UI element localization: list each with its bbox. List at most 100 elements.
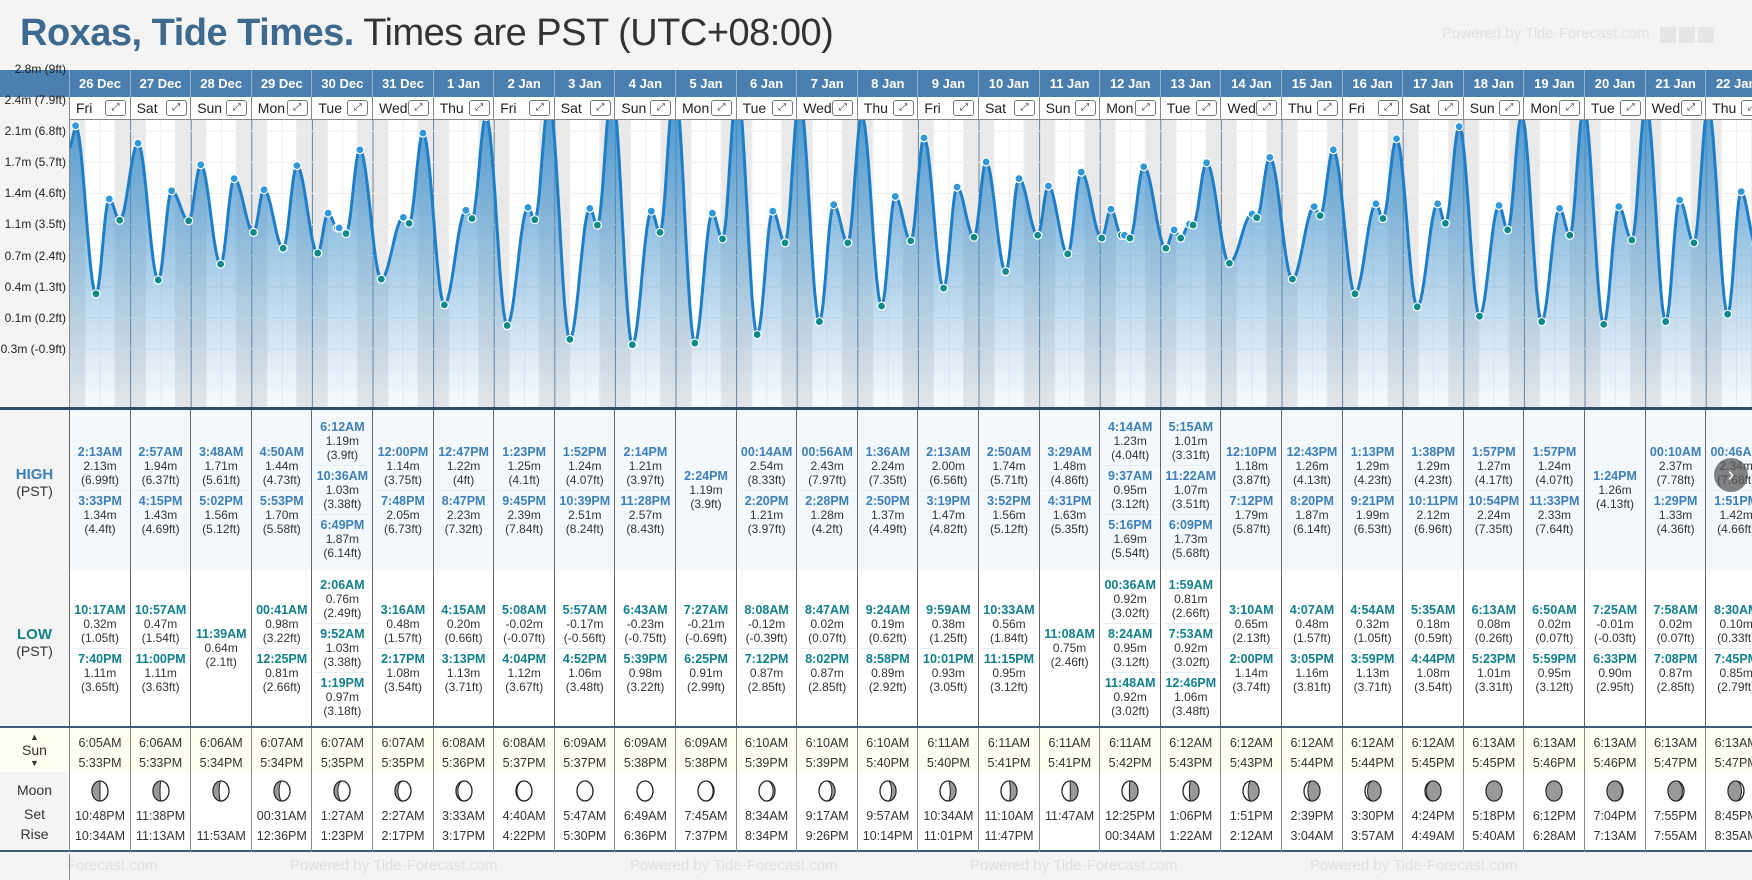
date-header[interactable]: 26 Dec [69, 70, 130, 97]
expand-icon[interactable]: ⤢ [1317, 100, 1338, 116]
date-header[interactable]: 3 Jan [553, 70, 615, 97]
date-header[interactable]: 1 Jan [432, 70, 494, 97]
powered-by-footer-text[interactable]: Powered by Tide-Forecast.com [70, 857, 158, 874]
expand-icon[interactable]: ⤢ [408, 100, 429, 116]
expand-icon[interactable]: ⤢ [650, 100, 672, 116]
low-tide-event: 7:25AM -0.01m (-0.03ft) [1588, 600, 1642, 649]
tide-height-m: 1.14m [1234, 665, 1269, 680]
tide-height-ft: (3.75ft) [383, 472, 422, 487]
powered-by-footer-text[interactable]: Powered by Tide-Forecast.com [290, 857, 498, 874]
expand-icon[interactable]: ⤢ [1620, 100, 1641, 116]
low-tide-event: 11:15PM 0.95m (3.12ft) [982, 649, 1036, 697]
tide-height-ft: (6.37ft) [141, 472, 180, 487]
high-tide-point [829, 200, 839, 210]
expand-icon[interactable]: ⤢ [468, 100, 490, 116]
date-header[interactable]: 14 Jan [1220, 70, 1281, 97]
tide-time: 11:00PM [135, 651, 186, 666]
moonrise-time: 5:40AM [1472, 829, 1516, 843]
high-tide-event: 1:13PM 1.29m (4.23ft) [1345, 442, 1400, 491]
tide-height-m: 0.92m [1113, 592, 1147, 606]
tide-height-ft: (3.71ft) [1353, 679, 1392, 694]
date-header[interactable]: 10 Jan [978, 70, 1039, 97]
expand-icon[interactable]: ⤢ [711, 100, 732, 116]
tide-height-ft: (7.78ft) [1656, 472, 1695, 487]
expand-icon[interactable]: ⤢ [953, 100, 975, 116]
expand-icon[interactable]: ⤢ [286, 100, 308, 116]
tide-time: 2:13AM [77, 444, 123, 459]
tide-height-ft: (3.71ft) [444, 679, 483, 694]
date-header[interactable]: 21 Jan [1644, 70, 1706, 97]
date-header[interactable]: 30 Dec [311, 70, 372, 97]
date-header[interactable]: 18 Jan [1462, 70, 1524, 97]
date-header[interactable]: 8 Jan [856, 70, 918, 97]
moonset-time: 12:25PM [1105, 809, 1156, 823]
date-header[interactable]: 2 Jan [493, 70, 554, 97]
date-header[interactable]: 20 Jan [1584, 70, 1645, 97]
moon-phase-icon [273, 780, 291, 802]
date-header[interactable]: 22 Jan [1705, 70, 1752, 97]
sunrise-time: 6:11AM [987, 736, 1031, 750]
tide-time: 10:36AM [316, 469, 369, 483]
powered-by-footer-text[interactable]: Powered by Tide-Forecast.com [630, 857, 838, 874]
expand-icon[interactable]: ⤢ [1195, 100, 1217, 116]
date-header[interactable]: 29 Dec [250, 70, 312, 97]
expand-icon[interactable]: ⤢ [105, 100, 126, 116]
expand-icon[interactable]: ⤢ [1498, 100, 1520, 116]
expand-icon[interactable]: ⤢ [892, 100, 914, 116]
tide-height-m: 1.29m [1416, 458, 1450, 473]
expand-icon[interactable]: ⤢ [226, 100, 248, 116]
date-header[interactable]: 11 Jan [1038, 70, 1100, 97]
powered-by-text: Powered by Tide-Forecast.com [1442, 25, 1650, 42]
date-header[interactable]: 28 Dec [190, 70, 251, 97]
powered-by-footer-text[interactable]: Powered by Tide-Forecast.com [970, 857, 1178, 874]
expand-icon[interactable]: ⤢ [529, 100, 551, 116]
date-header[interactable]: 6 Jan [735, 70, 797, 97]
sunrise-time: 6:07AM [260, 736, 304, 750]
date-header[interactable]: 15 Jan [1281, 70, 1342, 97]
date-header[interactable]: 13 Jan [1159, 70, 1221, 97]
low-tide-point [1224, 258, 1234, 268]
expand-icon[interactable]: ⤢ [1559, 100, 1581, 116]
tide-height-m: 2.57m [628, 507, 663, 522]
date-header[interactable]: 27 Dec [129, 70, 191, 97]
expand-icon[interactable]: ⤢ [1135, 100, 1157, 116]
expand-icon[interactable]: ⤢ [1741, 100, 1752, 116]
moonrise-time: 6:28AM [1532, 829, 1576, 843]
date-header[interactable]: 17 Jan [1402, 70, 1463, 97]
date-header[interactable]: 7 Jan [796, 70, 857, 97]
powered-by-footer-text[interactable]: Powered by Tide-Forecast.com [1310, 857, 1518, 874]
date-header[interactable]: 5 Jan [675, 70, 736, 97]
low-tide-point [1565, 230, 1575, 240]
tide-height-ft: (5.12ft) [989, 521, 1028, 536]
low-tide-point [814, 316, 824, 327]
expand-icon[interactable]: ⤢ [1256, 100, 1278, 116]
expand-icon[interactable]: ⤢ [347, 100, 369, 116]
date-header[interactable]: 31 Dec [372, 70, 433, 97]
expand-icon[interactable]: ⤢ [832, 100, 854, 116]
expand-icon[interactable]: ⤢ [1014, 100, 1035, 116]
expand-icon[interactable]: ⤢ [1680, 100, 1702, 116]
day-of-week: Sun [621, 100, 647, 116]
high-tide-point [104, 194, 114, 204]
expand-icon[interactable]: ⤢ [1438, 100, 1460, 116]
tide-time: 1:52PM [562, 444, 607, 459]
expand-icon[interactable]: ⤢ [1377, 100, 1399, 116]
low-tide-event: 12:25PM 0.81m (2.66ft) [255, 649, 309, 697]
low-tide-point [502, 320, 512, 331]
expand-icon[interactable]: ⤢ [589, 100, 611, 116]
date-header[interactable]: 4 Jan [614, 70, 675, 97]
date-header[interactable]: 16 Jan [1341, 70, 1403, 97]
powered-by-banner[interactable]: Powered by Tide-Forecast.com [1442, 25, 1717, 43]
scroll-right-button[interactable]: › [1714, 458, 1748, 492]
expand-icon[interactable]: ⤢ [771, 100, 793, 116]
tide-height-m: 1.71m [204, 458, 238, 473]
y-tick-label: 1.4m (4.6ft) [4, 186, 66, 201]
low-tide-point [717, 234, 728, 244]
date-header[interactable]: 12 Jan [1099, 70, 1160, 97]
expand-icon[interactable]: ⤢ [165, 100, 187, 116]
tide-height-ft: (3.9ft) [326, 448, 359, 462]
date-header[interactable]: 19 Jan [1523, 70, 1584, 97]
date-header[interactable]: 9 Jan [917, 70, 978, 97]
expand-icon[interactable]: ⤢ [1074, 100, 1096, 116]
low-tide-point [467, 213, 477, 224]
